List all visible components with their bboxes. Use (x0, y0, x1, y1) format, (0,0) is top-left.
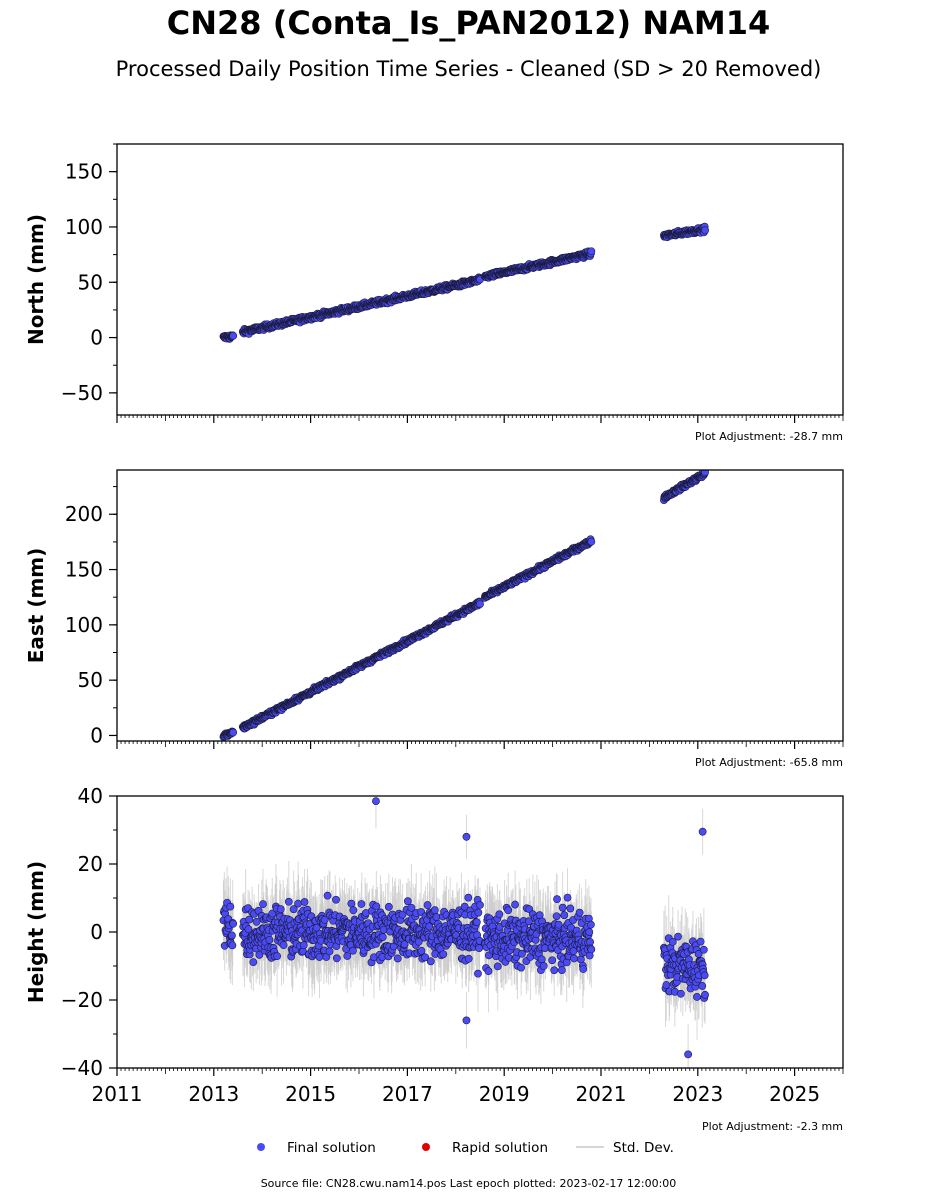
y-axis-label: East (mm) (24, 548, 48, 664)
series-final-height (219, 796, 709, 1068)
data-point (476, 600, 484, 609)
plot-adjustment-note: Plot Adjustment: -28.7 mm (695, 430, 843, 443)
y-tick-label: 50 (78, 270, 103, 294)
panel-east: 0 50 100 150 200 East (mm) Plot Adjustment: -6… (24, 469, 844, 769)
y-tick-label: −50 (61, 381, 103, 405)
chart-title: CN28 (Conta_Is_PAN2012) NAM14 (166, 4, 771, 42)
chart-subtitle: Processed Daily Position Time Series - C… (115, 57, 822, 81)
series-final-east (219, 470, 709, 741)
panel-north: −50 0 50 100 150 North (mm) Plot Adjustment: -… (24, 143, 844, 443)
plot-adjustment-note: Plot Adjustment: -65.8 mm (695, 756, 843, 769)
series-final-north (219, 222, 709, 343)
data-point (587, 537, 596, 546)
data-point (229, 331, 238, 340)
y-tick-label: 100 (65, 613, 103, 637)
data-point (701, 470, 709, 477)
y-tick-label: 0 (90, 723, 103, 747)
y-tick-label: 100 (65, 215, 103, 239)
y-tick-label: 200 (65, 502, 103, 526)
y-tick-label: 150 (65, 558, 103, 582)
y-tick-label: 50 (78, 668, 103, 692)
y-tick-label: 0 (90, 326, 103, 350)
data-point (701, 226, 709, 235)
y-tick-label: 150 (65, 160, 103, 184)
data-point (229, 728, 238, 737)
data-point (587, 247, 596, 256)
y-axis-label: North (mm) (24, 214, 48, 345)
